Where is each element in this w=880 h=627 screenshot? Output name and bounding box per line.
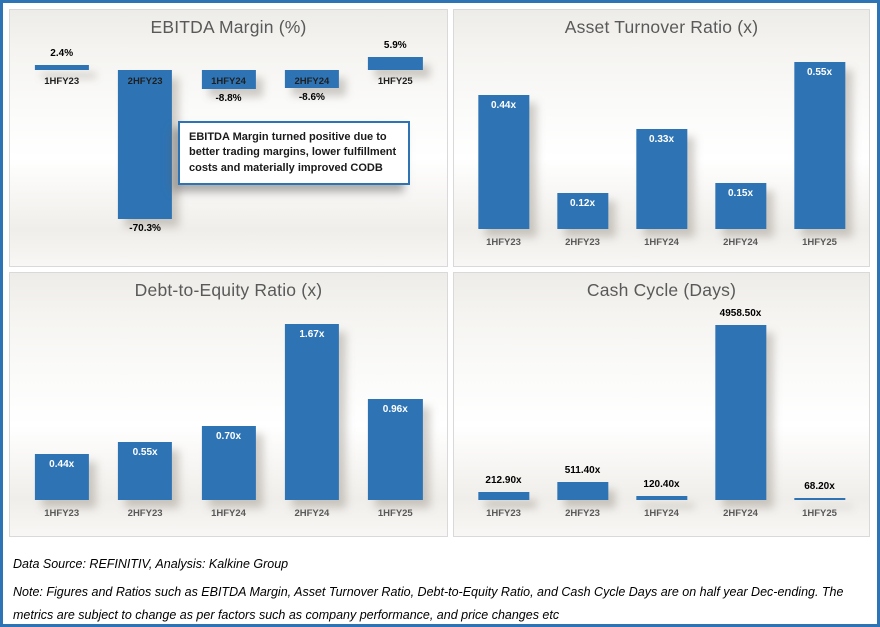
chart-panel-debt-to-equity: Debt-to-Equity Ratio (x) 0.44x 1HFY23 0.55… xyxy=(9,272,448,537)
chart-panel-ebitda-margin: EBITDA Margin (%) EBITDA Margin turned p… xyxy=(9,9,448,267)
category-label: 1HFY24 xyxy=(644,237,679,248)
category-label: 1HFY23 xyxy=(44,508,80,519)
chart-title: Asset Turnover Ratio (x) xyxy=(564,17,759,37)
chart-panel-asset-turnover: Asset Turnover Ratio (x) 0.44x 1HFY23 0.12… xyxy=(453,9,870,267)
bar xyxy=(635,129,688,229)
bar-value-label: -70.3% xyxy=(129,223,161,235)
category-label: 1HFY24 xyxy=(211,76,246,88)
category-label: 2HFY24 xyxy=(723,237,758,248)
bar xyxy=(635,496,688,500)
category-label: 2HFY24 xyxy=(723,508,758,519)
bar xyxy=(368,399,423,500)
category-label: 1HFY25 xyxy=(377,76,413,88)
bar xyxy=(368,57,423,71)
bar-value-label: -8.8% xyxy=(215,93,242,105)
bar-value-label: 1.67x xyxy=(299,329,325,340)
bar xyxy=(117,70,173,220)
annotation-box: EBITDA Margin turned positive due to bet… xyxy=(178,121,410,186)
bar xyxy=(793,62,846,229)
bar-value-label: 2.4% xyxy=(50,48,74,60)
bar xyxy=(556,482,609,500)
bar xyxy=(201,70,256,90)
category-label: 1HFY23 xyxy=(486,237,521,248)
bar xyxy=(201,426,256,500)
category-label: 2HFY24 xyxy=(294,76,330,88)
category-label: 2HFY23 xyxy=(127,508,163,519)
bar-value-label: 4958.50x xyxy=(719,308,762,319)
bar xyxy=(34,65,89,71)
plot-area: 0.44x 1HFY23 0.12x 2HFY23 0.33x 1HFY24 0.15x 2H… xyxy=(464,43,859,255)
category-label: 1HFY23 xyxy=(486,508,521,519)
data-source-line: Data Source: REFINITIV, Analysis: Kalkin… xyxy=(13,557,289,571)
bar-value-label: 0.70x xyxy=(215,431,242,442)
plot-area: 0.44x 1HFY23 0.55x 2HFY23 0.70x 1HFY24 1.67x 2H… xyxy=(20,306,437,526)
note-line: Note: Figures and Ratios such as EBITDA … xyxy=(13,585,844,623)
footer: Data Source: REFINITIV, Analysis: Kalkin… xyxy=(3,543,877,624)
category-label: 2HFY23 xyxy=(565,237,600,248)
bar-value-label: 0.33x xyxy=(648,134,675,145)
bar-value-label: 0.15x xyxy=(727,188,754,199)
bar xyxy=(284,324,339,500)
bar-value-label: 0.44x xyxy=(490,100,517,111)
category-label: 1HFY25 xyxy=(802,237,837,248)
bar xyxy=(477,492,530,500)
chart-title: Cash Cycle (Days) xyxy=(586,280,737,300)
bar-value-label: -8.6% xyxy=(298,92,325,104)
bar xyxy=(714,183,767,229)
bar-value-label: 0.12x xyxy=(569,198,596,209)
category-label: 2HFY24 xyxy=(294,508,330,519)
plot-area: 212.90x 1HFY23 511.40x 2HFY23 120.40x 1HFY24 4… xyxy=(464,306,859,526)
category-label: 1HFY25 xyxy=(377,508,413,519)
bar xyxy=(793,498,846,500)
category-label: 1HFY25 xyxy=(802,508,837,519)
category-label: 1HFY24 xyxy=(644,508,679,519)
category-label: 2HFY23 xyxy=(127,76,163,88)
category-label: 1HFY23 xyxy=(44,76,80,88)
bar xyxy=(714,325,767,500)
bar xyxy=(477,95,530,229)
category-label: 1HFY24 xyxy=(211,508,246,519)
chart-title: Debt-to-Equity Ratio (x) xyxy=(134,280,323,300)
bar-value-label: 0.96x xyxy=(382,404,408,415)
bar-value-label: 0.55x xyxy=(132,447,158,458)
bar-value-label: 212.90x xyxy=(485,475,522,486)
bar-value-label: 511.40x xyxy=(564,465,601,476)
charts-grid: EBITDA Margin (%) EBITDA Margin turned p… xyxy=(3,3,877,543)
bar-value-label: 120.40x xyxy=(643,479,680,490)
bar xyxy=(117,442,173,500)
chart-panel-cash-cycle: Cash Cycle (Days) 212.90x 1HFY23 511.40x 2H… xyxy=(453,272,870,537)
bar xyxy=(284,70,339,89)
category-label: 2HFY23 xyxy=(565,508,600,519)
bar-value-label: 0.55x xyxy=(806,67,833,78)
bar-value-label: 0.44x xyxy=(49,459,75,470)
bar-value-label: 68.20x xyxy=(804,481,835,492)
bar-value-label: 5.9% xyxy=(383,40,407,52)
chart-title: EBITDA Margin (%) xyxy=(150,17,307,37)
plot-area: EBITDA Margin turned positive due to bet… xyxy=(20,40,437,255)
bar xyxy=(34,454,89,500)
bar xyxy=(556,193,609,229)
